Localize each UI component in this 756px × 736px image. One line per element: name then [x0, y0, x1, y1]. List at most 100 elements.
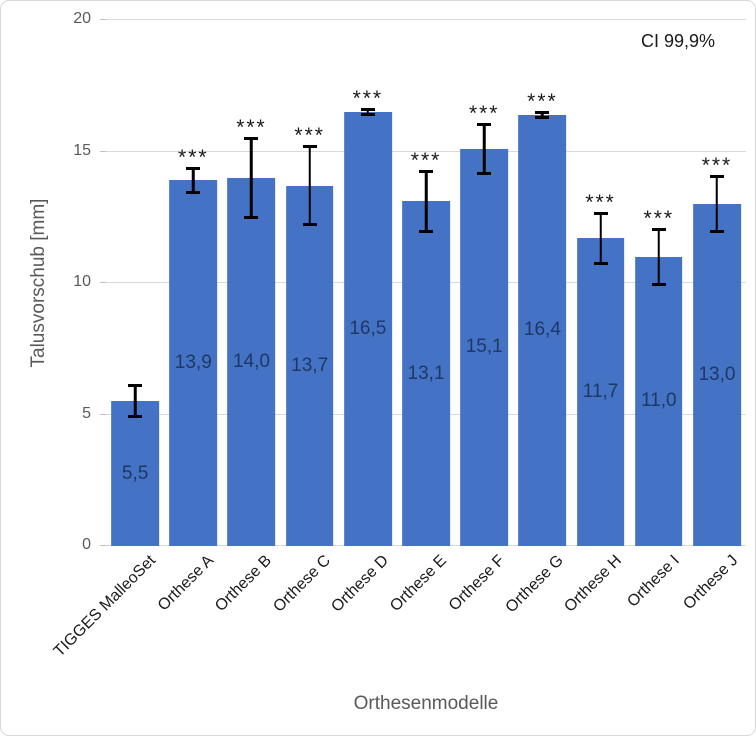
bar-value-label: 11,0 — [640, 390, 677, 412]
error-bar-cap-bottom — [651, 282, 666, 286]
significance-stars: *** — [643, 206, 675, 230]
x-category-label: Orthese B — [212, 552, 276, 615]
error-bar-cap-bottom — [128, 415, 143, 419]
error-bar-line — [308, 144, 311, 227]
error-bar-cap-top — [244, 137, 259, 141]
error-bar-cap-bottom — [186, 190, 201, 194]
x-category-label: Orthese E — [387, 552, 451, 615]
category-cell-7: 15,1 *** Orthese F — [446, 20, 513, 615]
bar-value-label: 16,5 — [349, 318, 387, 340]
error-bar-line — [541, 110, 544, 119]
error-bar-line — [599, 212, 602, 265]
error-bar-line — [482, 122, 486, 176]
bar — [169, 180, 218, 546]
error-bar-cap-bottom — [709, 230, 724, 234]
bar — [402, 201, 450, 546]
y-tick-label-0: 0 — [82, 536, 91, 553]
bar-value-label: 13,1 — [407, 362, 445, 384]
error-bar-cap-top — [360, 108, 375, 112]
y-tick-label-10: 10 — [73, 273, 91, 290]
error-bar-cap-top — [186, 167, 201, 171]
error-bar-cap-top — [419, 169, 434, 173]
significance-stars: *** — [236, 116, 267, 140]
significance-stars: *** — [352, 87, 384, 111]
category-cell-11: 13,0 *** Orthese J — [680, 20, 746, 613]
error-bar-cap-top — [128, 384, 143, 388]
x-category-label: Orthese J — [679, 552, 741, 614]
x-category-label: Orthese F — [445, 552, 509, 615]
error-bar-cap-bottom — [302, 223, 317, 227]
error-bar-cap-top — [535, 110, 550, 114]
significance-stars: *** — [701, 154, 733, 178]
category-cell-5: 16,5 *** Orthese D — [328, 20, 397, 615]
error-bar-cap-top — [709, 175, 724, 179]
error-bar-cap-bottom — [244, 215, 259, 219]
error-bar-cap-bottom — [360, 113, 375, 116]
bar — [576, 238, 625, 546]
category-cell-4: 13,7 *** Orthese C — [270, 20, 339, 616]
y-axis-title: Talusvorschub [mm] — [28, 198, 49, 368]
category-cell-8: 16,4 *** Orthese G — [502, 20, 571, 616]
bar-value-label: 13,9 — [174, 352, 212, 374]
significance-stars: *** — [410, 148, 442, 172]
error-bar-cap-top — [302, 144, 317, 148]
category-cell-3: 14,0 *** Orthese B — [213, 20, 280, 615]
error-bar-cap-bottom — [419, 230, 434, 234]
bar-value-label: 5,5 — [121, 462, 149, 484]
y-tick-mark — [100, 545, 106, 546]
y-tick-mark — [100, 282, 106, 283]
x-category-label: Orthese A — [154, 552, 218, 615]
x-category-label: Orthese D — [328, 552, 392, 616]
x-axis-title: Orthesenmodelle — [353, 693, 499, 714]
y-tick-label-20: 20 — [73, 10, 91, 27]
category-cell-2: 13,9 *** Orthese A — [155, 20, 222, 614]
bar-value-label: 15,1 — [465, 336, 503, 358]
bar-value-label: 11,7 — [582, 381, 619, 403]
x-category-label: Orthese G — [502, 552, 567, 617]
bar — [111, 401, 159, 546]
x-category-label: TIGGES MalleoSet — [50, 552, 160, 661]
bar-value-label: 13,7 — [291, 354, 329, 376]
bar — [285, 185, 334, 546]
bar-value-label: 14,0 — [232, 350, 270, 372]
significance-stars: *** — [585, 191, 616, 214]
y-tick-mark — [100, 413, 106, 415]
error-bar-line — [366, 108, 370, 116]
category-cell-1: 5,5 TIGGES MalleoSet — [51, 20, 164, 660]
error-bar-cap-bottom — [593, 261, 608, 265]
significance-stars: *** — [178, 146, 209, 170]
bar — [518, 114, 567, 546]
error-bar-cap-bottom — [477, 172, 492, 176]
bar-value-label: 16,4 — [523, 319, 561, 341]
error-bar-cap-bottom — [535, 115, 550, 119]
error-bar-line — [424, 169, 428, 234]
bar — [693, 204, 741, 546]
error-bar-line — [715, 175, 719, 234]
bar — [460, 148, 509, 546]
error-bar-line — [657, 227, 661, 286]
bars-row: 5,5 TIGGES MalleoSet 13,9 *** Orthese A 14,0 *… — [51, 20, 746, 660]
error-bar-line — [192, 167, 195, 194]
bar — [227, 177, 276, 546]
error-bar-line — [250, 137, 253, 219]
significance-stars: *** — [527, 89, 558, 113]
gridline-y-15 — [106, 150, 746, 152]
x-category-label: Orthese H — [561, 552, 625, 616]
significance-stars: *** — [294, 123, 325, 147]
category-cell-9: 11,7 *** Orthese H — [561, 20, 630, 616]
error-bar-cap-top — [651, 227, 666, 231]
y-tick-label-5: 5 — [82, 404, 91, 422]
y-tick-mark — [100, 19, 106, 20]
bar — [343, 112, 392, 546]
gridline-y-20 — [106, 19, 746, 20]
error-bar-cap-top — [477, 122, 492, 126]
bar-value-label: 13,0 — [698, 364, 736, 386]
category-cell-6: 13,1 *** Orthese E — [387, 20, 455, 615]
category-cell-10: 11,0 *** Orthese I — [624, 20, 688, 611]
bar — [634, 256, 683, 546]
error-bar-cap-top — [593, 212, 608, 215]
plot-area: 5,5 TIGGES MalleoSet 13,9 *** Orthese A 14,0 *… — [51, 19, 746, 660]
x-category-label: Orthese C — [270, 552, 334, 616]
x-category-label: Orthese I — [624, 552, 683, 611]
